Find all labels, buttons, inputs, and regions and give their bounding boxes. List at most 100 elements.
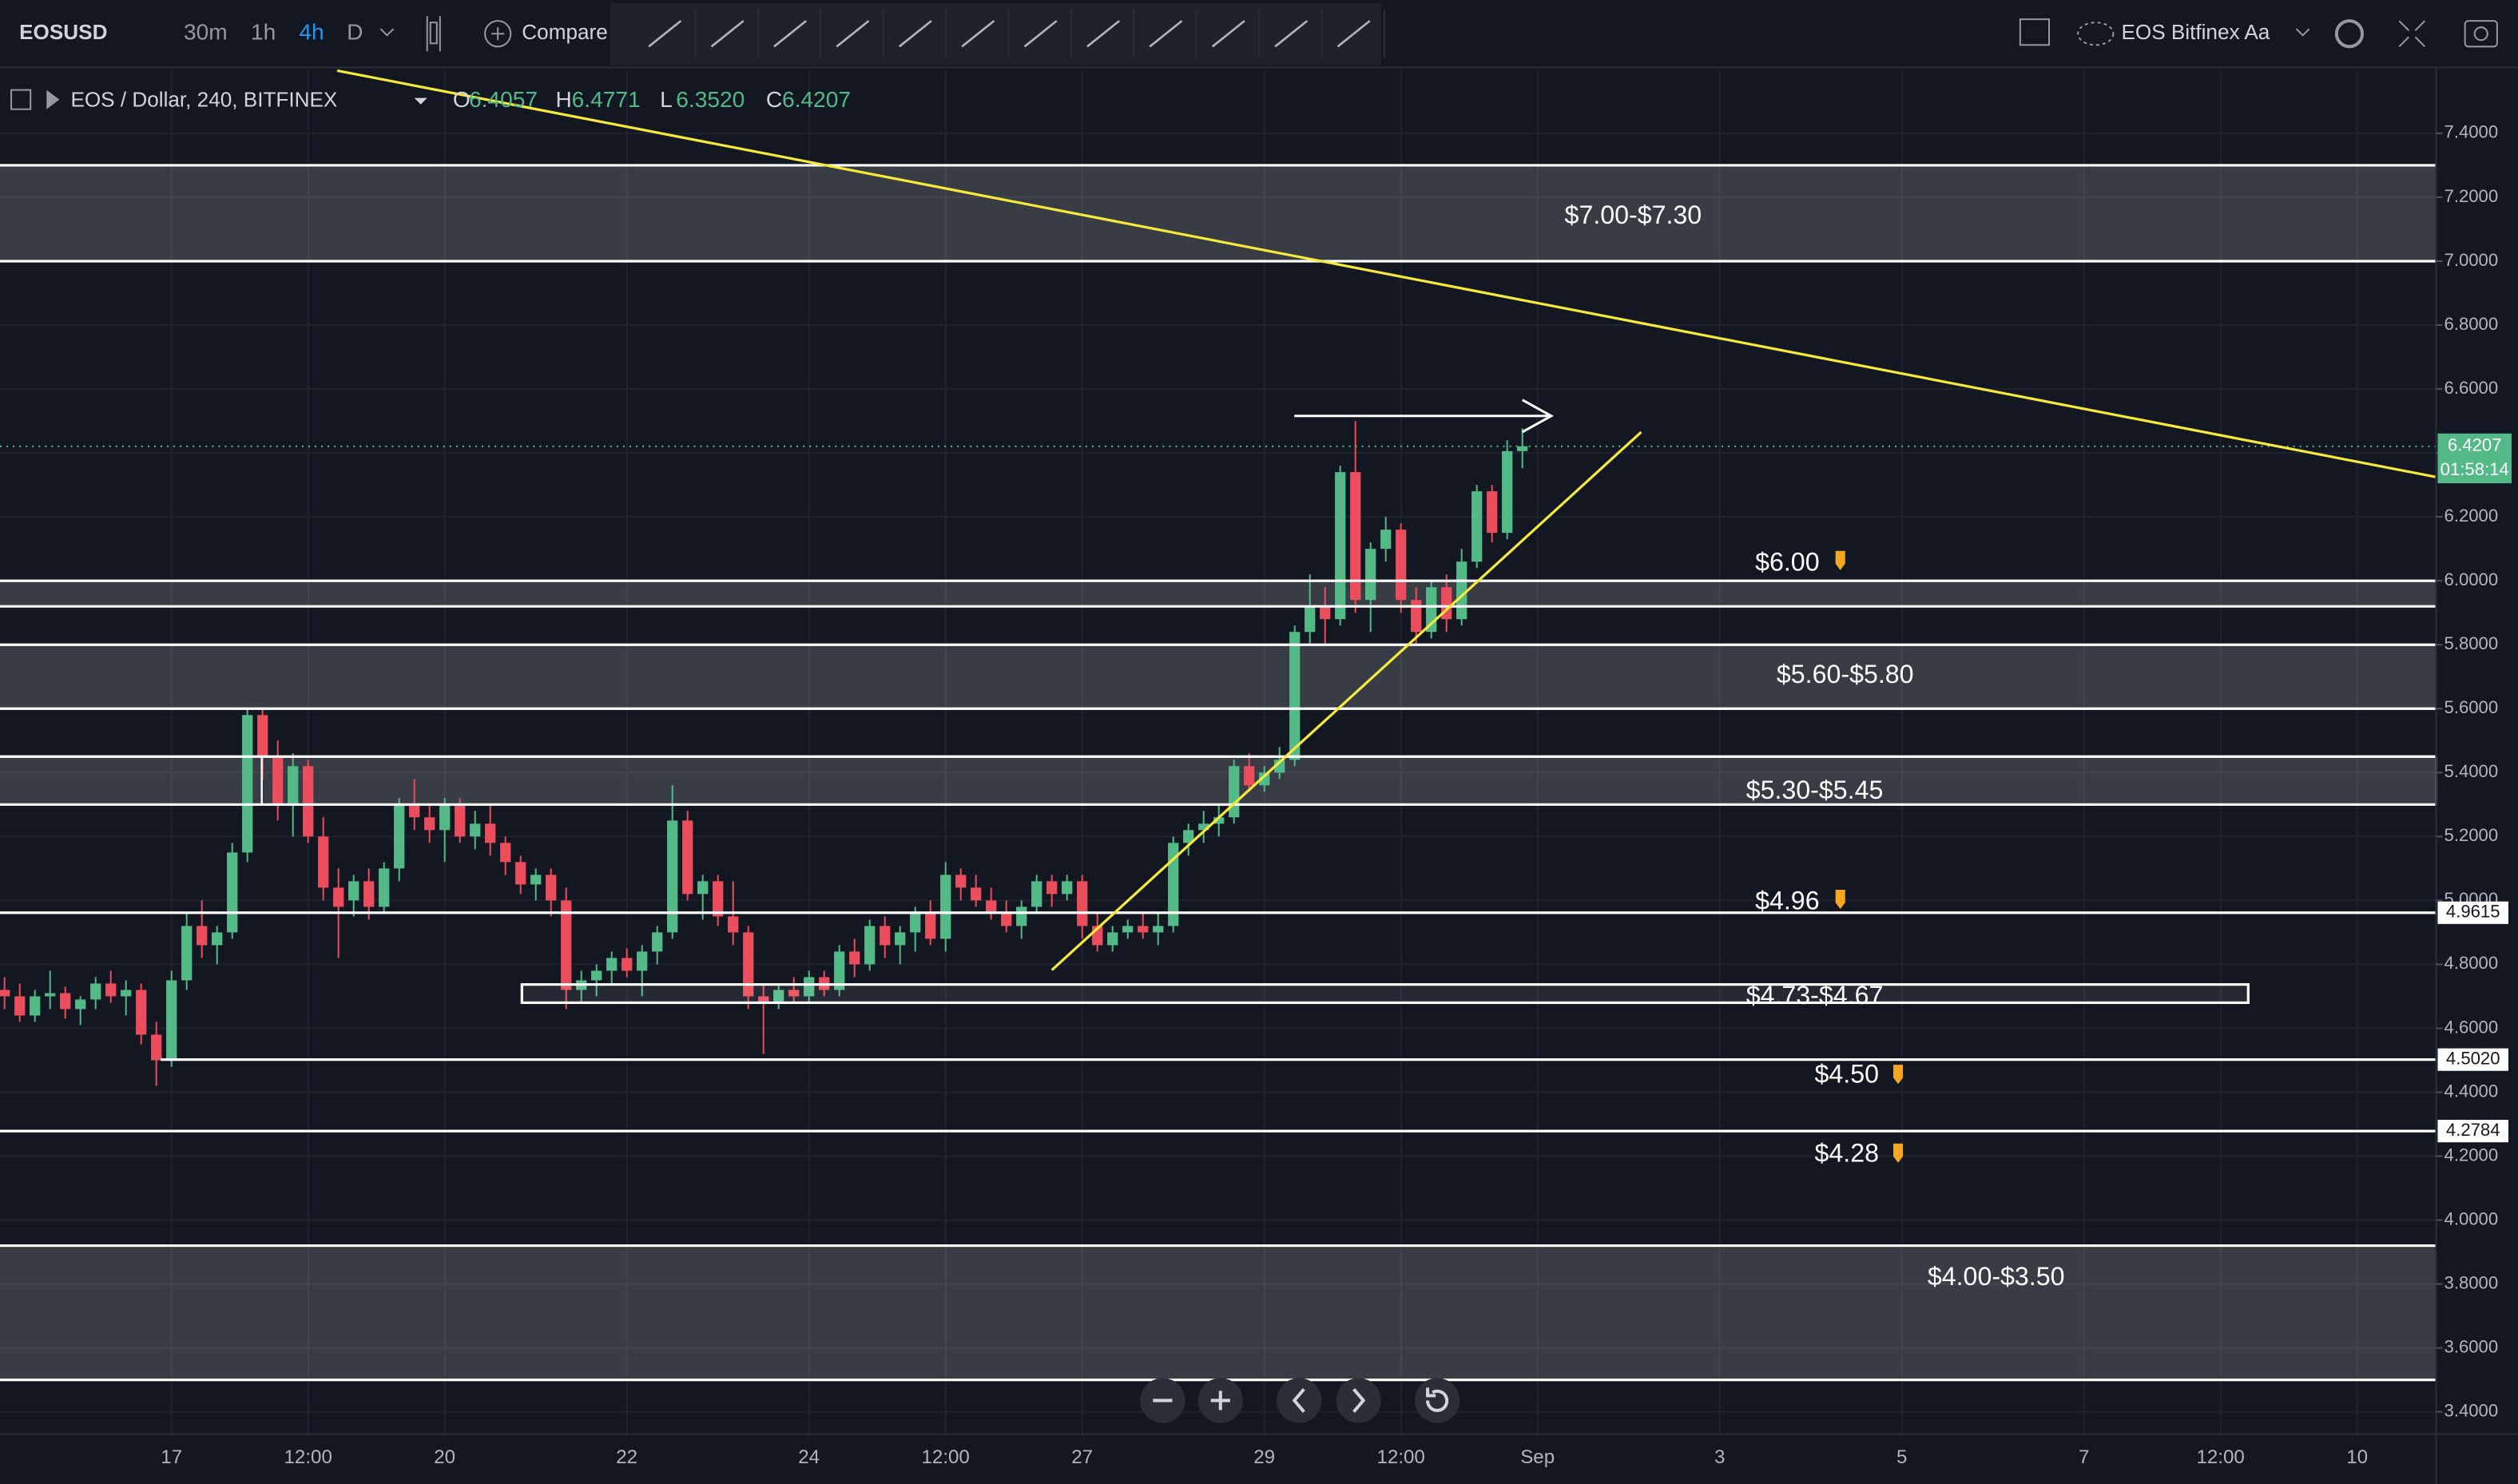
candle-body xyxy=(1411,600,1422,633)
candle-body xyxy=(1517,446,1528,451)
last-price-label: 6.4207 xyxy=(2448,435,2502,455)
candle-body xyxy=(318,836,329,888)
settings-icon[interactable] xyxy=(2334,19,2365,49)
y-tick-label: 4.2000 xyxy=(2445,1145,2499,1165)
candle-body xyxy=(90,983,101,1000)
interval-group: 30m 1h 4h D xyxy=(184,20,363,45)
interval-button[interactable]: 4h xyxy=(299,20,324,45)
ohlc-value: 6.4771 xyxy=(572,87,641,112)
y-tick-label: 7.2000 xyxy=(2445,186,2499,206)
x-tick-label: 10 xyxy=(2346,1446,2368,1468)
candle-body xyxy=(272,756,284,805)
layout-name[interactable]: EOS Bitfinex Aa xyxy=(2121,20,2270,44)
tool-icon[interactable] xyxy=(1211,20,1245,48)
candle-body xyxy=(1229,766,1240,818)
legend-toggle[interactable] xyxy=(10,89,32,110)
x-tick-label: 7 xyxy=(2079,1446,2089,1468)
interval-button[interactable]: D xyxy=(347,20,363,45)
y-tick-label: 4.4000 xyxy=(2445,1081,2499,1101)
candle-body xyxy=(530,875,542,885)
dropdown-icon[interactable] xyxy=(2295,28,2310,37)
candle-body xyxy=(1138,926,1149,933)
y-tick-label: 6.0000 xyxy=(2445,569,2499,589)
plus-icon xyxy=(1210,1391,1230,1411)
candle-body xyxy=(1502,450,1513,534)
annotation: $7.00-$7.30 xyxy=(1565,200,1702,229)
tool-icon[interactable] xyxy=(836,20,870,48)
rect-icon[interactable] xyxy=(2019,18,2051,46)
tool-icon[interactable] xyxy=(1086,20,1120,48)
x-tick-label: Sep xyxy=(1520,1446,1555,1468)
tool-icon[interactable] xyxy=(1149,20,1183,48)
level-tag-label: 4.9615 xyxy=(2446,902,2500,922)
level-tag xyxy=(2437,1120,2508,1143)
annotation: $4.96 xyxy=(1755,887,1819,915)
tool-icon[interactable] xyxy=(773,20,807,48)
cloud-icon xyxy=(2077,22,2115,46)
tool-icon[interactable] xyxy=(1023,20,1058,48)
tool-icon[interactable] xyxy=(961,20,995,48)
candle-body xyxy=(864,926,876,965)
candle-body xyxy=(30,996,41,1016)
candle-body xyxy=(1107,932,1118,946)
x-tick-label: 12:00 xyxy=(922,1446,970,1468)
dropdown-icon[interactable] xyxy=(379,28,395,37)
dropdown-icon[interactable] xyxy=(414,97,427,105)
candle-body xyxy=(515,862,526,885)
candle-body xyxy=(424,817,435,831)
symbol[interactable]: EOSUSD xyxy=(19,20,107,44)
candle-body xyxy=(439,804,451,831)
ohlc-key: C xyxy=(766,87,782,112)
candle-body xyxy=(166,980,177,1061)
zone xyxy=(0,581,2437,607)
candle-body xyxy=(1047,881,1058,895)
annotation: $4.28 xyxy=(1814,1138,1878,1167)
interval-button[interactable]: 1h xyxy=(251,20,276,45)
candle-body xyxy=(151,1034,162,1061)
candle-body xyxy=(804,977,815,997)
candle-body xyxy=(121,990,132,997)
tool-icon[interactable] xyxy=(898,20,932,48)
candle-body xyxy=(910,913,921,933)
scroll-right-button[interactable] xyxy=(1336,1378,1381,1423)
y-tick-label: 5.6000 xyxy=(2445,697,2499,717)
candle-body xyxy=(1122,926,1134,933)
candle-body xyxy=(500,843,511,863)
scroll-left-button[interactable] xyxy=(1277,1378,1322,1423)
x-tick-label: 29 xyxy=(1253,1446,1275,1468)
tool-icon[interactable] xyxy=(1274,20,1309,48)
candle-body xyxy=(1244,766,1255,786)
candle-body xyxy=(637,951,648,971)
last-price-tag xyxy=(2437,433,2512,484)
tool-icon[interactable] xyxy=(1336,20,1371,48)
candle-body xyxy=(288,766,299,805)
tool-icon[interactable] xyxy=(710,20,745,48)
compare-icon[interactable] xyxy=(484,20,512,48)
arrow xyxy=(1294,399,1554,434)
y-tick-label: 3.6000 xyxy=(2445,1336,2499,1356)
candle-body xyxy=(728,916,739,933)
chart-type-icon[interactable] xyxy=(426,16,441,52)
interval-button[interactable]: 30m xyxy=(184,20,228,45)
candle-body xyxy=(455,804,466,837)
candle-body xyxy=(363,881,375,907)
screenshot-icon[interactable] xyxy=(2464,20,2498,48)
annotation: $4.00-$3.50 xyxy=(1928,1262,2065,1291)
candle-body xyxy=(788,990,800,997)
y-tick-label: 7.0000 xyxy=(2445,250,2499,270)
tool-icon[interactable] xyxy=(648,20,682,48)
candle-body xyxy=(1335,472,1346,620)
candle-body xyxy=(348,881,359,901)
candle-body xyxy=(45,993,56,997)
compare-button[interactable]: Compare xyxy=(522,20,607,44)
candle-body xyxy=(955,875,967,888)
y-tick-label: 4.0000 xyxy=(2445,1208,2499,1228)
ohlc-key: H xyxy=(556,87,572,112)
fullscreen-icon[interactable] xyxy=(2398,20,2426,48)
reset-button[interactable] xyxy=(1414,1378,1460,1423)
candle-body xyxy=(60,993,71,1010)
candle-body xyxy=(773,990,784,1003)
candle-body xyxy=(1213,817,1225,824)
